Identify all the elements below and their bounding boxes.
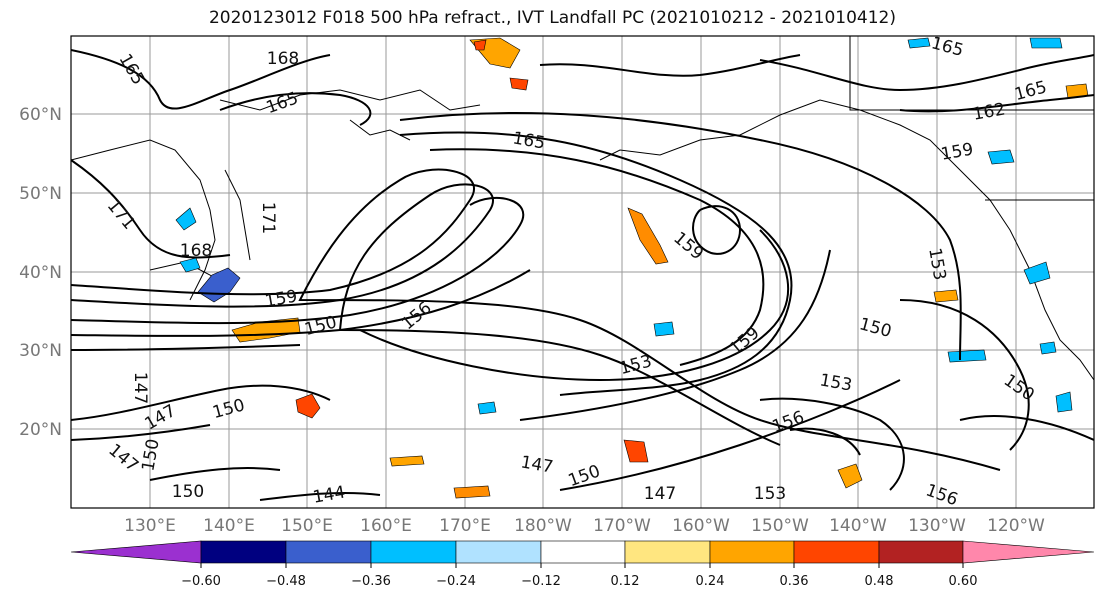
lon-label: 150°W: [751, 516, 809, 536]
patch-cyan: [179, 257, 201, 273]
lat-label: 60°N: [19, 105, 62, 125]
patch-red: [295, 393, 321, 419]
colorbar-tick-label: 0.60: [949, 574, 978, 589]
lon-label: 160°E: [360, 516, 412, 536]
contour-label: 147: [644, 484, 676, 504]
patch-cyan: [1023, 261, 1051, 285]
lat-label: 20°N: [19, 420, 62, 440]
patch-red: [623, 439, 649, 463]
map-title: 2020123012 F018 500 hPa refract., IVT La…: [208, 8, 896, 28]
lat-label: 50°N: [19, 184, 62, 204]
contour-label: 171: [258, 202, 278, 234]
colorbar-tick-label: −0.12: [521, 574, 561, 589]
patch-red: [473, 39, 487, 51]
colorbar-segment: [370, 540, 457, 564]
colorbar-tick-label: −0.60: [181, 574, 221, 589]
patch-cyan: [907, 37, 931, 49]
colorbar-segment: [878, 540, 964, 564]
patch-cyan: [987, 149, 1015, 165]
lon-label: 140°E: [203, 516, 255, 536]
lon-label: 150°E: [281, 516, 333, 536]
colorbar-tick-label: 0.24: [696, 574, 725, 589]
patch-orange: [453, 485, 491, 499]
colorbar-tick-label: 0.48: [865, 574, 894, 589]
lon-label: 180°W: [514, 516, 572, 536]
contour-label: 168: [267, 49, 299, 69]
colorbar-segment: [200, 540, 287, 564]
lon-label: 170°E: [439, 516, 491, 536]
patch-cyan: [947, 349, 987, 363]
colorbar-tick-label: −0.48: [266, 574, 306, 589]
lon-label: 130°W: [908, 516, 966, 536]
contour-label: 153: [754, 484, 786, 504]
patch-orange: [933, 289, 959, 303]
patch-orange: [627, 207, 669, 265]
lat-label: 30°N: [19, 341, 62, 361]
colorbar-extend-low: [70, 540, 202, 564]
colorbar-segment: [624, 540, 711, 564]
colorbar-segment: [709, 540, 795, 564]
lon-label: 160°W: [672, 516, 730, 536]
patch-orange: [389, 455, 425, 467]
lon-label: 120°W: [987, 516, 1045, 536]
contour-label: 150: [172, 482, 204, 502]
patch-cyan: [1055, 391, 1073, 413]
lon-label: 140°W: [829, 516, 887, 536]
colorbar-segments: [70, 540, 1095, 564]
colorbar-segment: [285, 540, 372, 564]
lat-label: 40°N: [19, 263, 62, 283]
contour-label: 147: [130, 372, 150, 404]
colorbar-segment: [540, 540, 626, 564]
patch-orange: [837, 463, 863, 489]
patch-red: [509, 77, 529, 91]
colorbar-tick-label: 0.36: [780, 574, 809, 589]
colorbar-segment: [455, 540, 542, 564]
lon-label: 170°W: [593, 516, 651, 536]
colorbar-extend-high: [962, 540, 1095, 564]
patch-cyan: [1029, 37, 1063, 49]
contour-label: 168: [180, 241, 212, 261]
patch-cyan: [1039, 341, 1057, 355]
colorbar-segment: [793, 540, 880, 564]
colorbar-tick-label: −0.36: [351, 574, 391, 589]
colorbar-tick-label: −0.24: [436, 574, 476, 589]
patch-cyan: [477, 401, 497, 415]
colorbar-tick-label: 0.12: [611, 574, 640, 589]
lon-label: 130°E: [124, 516, 176, 536]
patch-cyan: [175, 207, 197, 231]
colorbar-ticks: [200, 563, 964, 568]
patch-cyan: [653, 321, 675, 337]
contour-lines: [71, 49, 1094, 501]
colorbar: −0.60 −0.48 −0.36 −0.24 −0.12 0.12 0.24 …: [70, 540, 1095, 589]
